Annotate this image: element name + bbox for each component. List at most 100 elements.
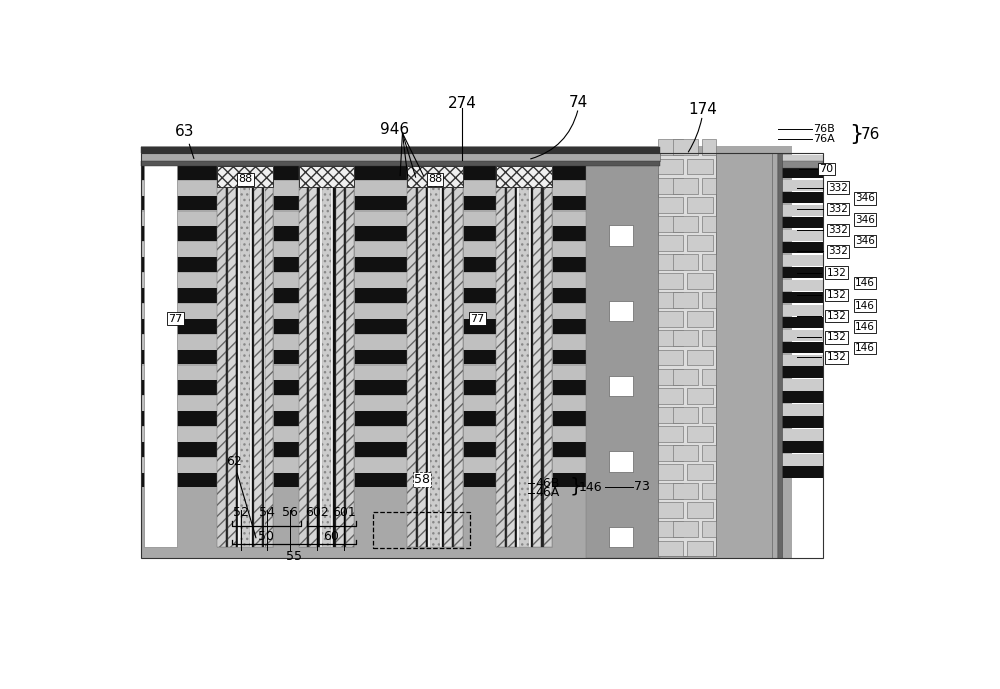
Text: 146: 146 (855, 322, 875, 331)
Bar (780, 466, 822, 477)
Bar (702, 292, 716, 308)
Bar (140, 319, 660, 333)
Bar (780, 429, 822, 441)
Bar (541, 165, 544, 547)
Bar (702, 139, 716, 155)
Bar (658, 407, 683, 423)
Bar (658, 349, 683, 365)
Bar (140, 227, 660, 241)
Bar (673, 178, 698, 194)
Text: 146: 146 (855, 300, 875, 311)
Bar (586, 153, 660, 557)
Bar (687, 464, 713, 480)
Text: 601: 601 (332, 506, 356, 519)
Bar (407, 166, 463, 187)
Bar (658, 254, 683, 270)
Bar (780, 192, 822, 203)
Bar (140, 427, 660, 442)
Bar (658, 388, 683, 404)
Text: 132: 132 (827, 290, 846, 300)
Bar (140, 181, 660, 196)
Text: 132: 132 (827, 267, 846, 278)
Bar (702, 254, 716, 270)
Bar (780, 217, 822, 228)
Text: 46A: 46A (536, 486, 560, 500)
Bar (687, 388, 713, 404)
Bar (505, 165, 507, 547)
Text: 346: 346 (855, 236, 875, 246)
Bar (609, 451, 633, 471)
Bar (496, 165, 505, 547)
Bar (780, 416, 822, 428)
Bar (687, 158, 713, 174)
Text: 60: 60 (324, 530, 339, 543)
Bar (673, 369, 698, 384)
Text: 55: 55 (286, 550, 302, 563)
Bar (238, 165, 252, 547)
Bar (507, 165, 515, 547)
Bar (140, 274, 660, 288)
Bar (140, 473, 660, 487)
Bar (687, 502, 713, 518)
Bar (609, 376, 633, 396)
Bar (452, 165, 454, 547)
Bar (780, 441, 822, 453)
Bar (658, 197, 683, 213)
Bar (780, 255, 822, 266)
Bar (140, 257, 660, 272)
Bar (140, 153, 822, 557)
Text: 76: 76 (861, 127, 881, 142)
Text: 52: 52 (233, 506, 249, 519)
Bar (416, 165, 418, 547)
Bar (702, 445, 716, 461)
Bar (658, 331, 683, 347)
Bar (407, 165, 463, 547)
Text: 88: 88 (428, 174, 442, 184)
Bar (673, 139, 698, 155)
Bar (658, 139, 683, 155)
Bar (496, 165, 552, 547)
Bar (240, 165, 250, 547)
Bar (217, 165, 226, 547)
Bar (673, 407, 698, 423)
Bar (780, 242, 822, 254)
Text: 132: 132 (827, 332, 846, 342)
Bar (531, 165, 533, 547)
Bar (673, 292, 698, 308)
Bar (780, 180, 822, 192)
Bar (430, 165, 440, 547)
Text: 77: 77 (471, 313, 485, 324)
Bar (658, 426, 683, 442)
Bar (140, 458, 660, 473)
Bar (673, 216, 698, 232)
Text: 332: 332 (828, 225, 848, 235)
Bar (780, 280, 822, 291)
Text: 62: 62 (226, 455, 256, 538)
Bar (658, 369, 683, 384)
Bar (217, 166, 273, 187)
Text: 146: 146 (855, 343, 875, 353)
Text: 332: 332 (828, 183, 848, 193)
Text: 602: 602 (305, 506, 329, 519)
Bar (702, 522, 716, 537)
Bar (140, 396, 660, 411)
Text: }: } (569, 476, 582, 495)
Bar (140, 335, 660, 349)
Bar (517, 165, 531, 547)
Bar (317, 165, 320, 547)
Text: 74: 74 (569, 95, 588, 110)
Bar (236, 165, 238, 547)
Bar (687, 197, 713, 213)
Bar (309, 165, 317, 547)
Bar (609, 225, 633, 245)
Text: }: } (850, 124, 864, 144)
Bar (252, 165, 254, 547)
Bar (780, 291, 822, 303)
Bar (778, 153, 782, 557)
Text: 946: 946 (380, 122, 409, 137)
Bar (442, 165, 444, 547)
Text: 346: 346 (855, 214, 875, 225)
Bar (140, 146, 792, 557)
Bar (658, 445, 683, 461)
Bar (658, 158, 683, 174)
